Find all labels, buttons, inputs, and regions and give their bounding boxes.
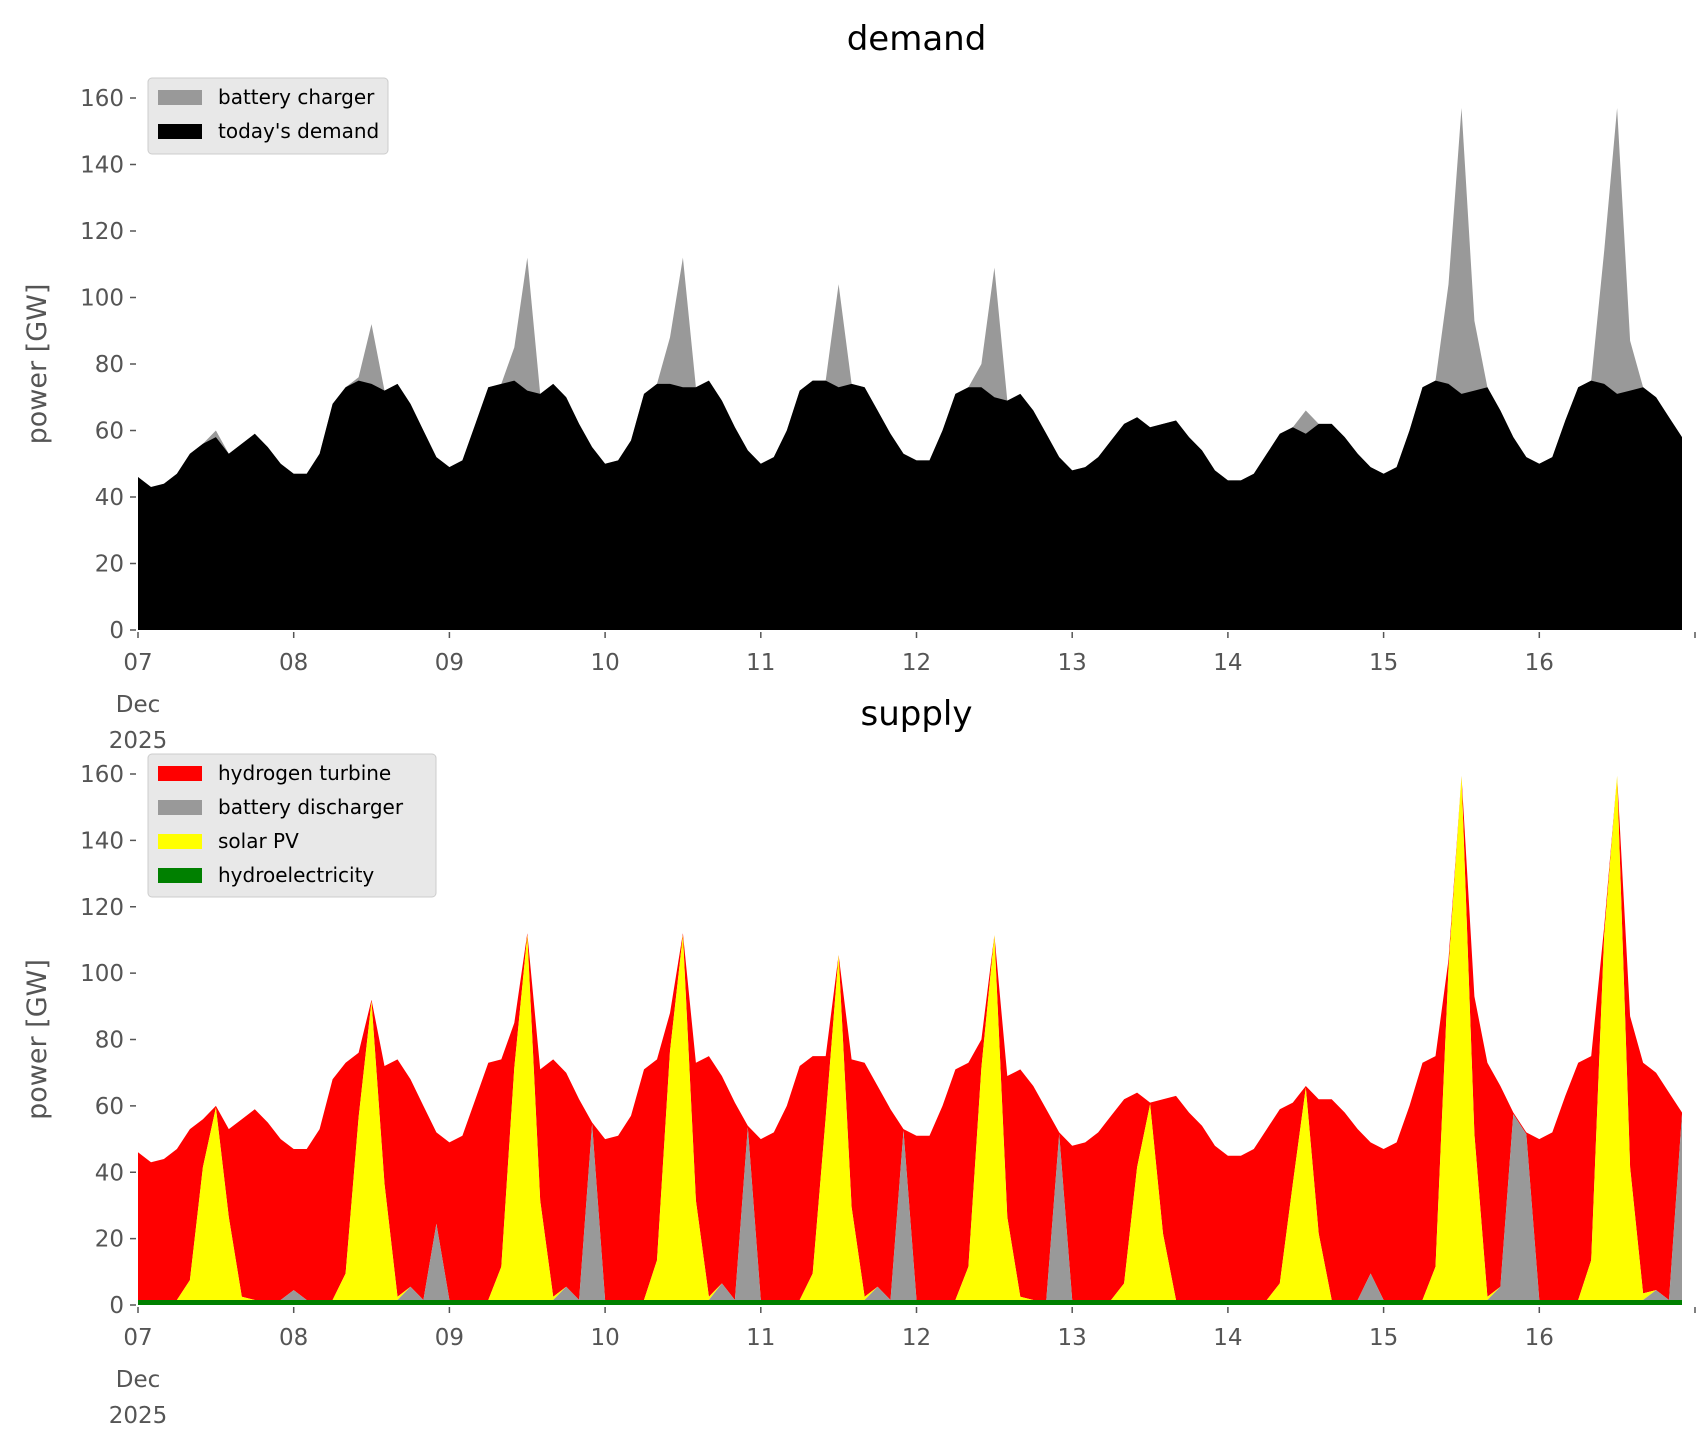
- demand-chart: 0 20 40 60 80 100 120 140 160 07 08 09 10 11 12 13 14 15 1…: [22, 19, 1696, 754]
- x-tick-label: 09: [435, 1325, 464, 1351]
- y-tick-label: 0: [109, 618, 124, 644]
- legend-swatch: [158, 834, 202, 849]
- chart-title: demand: [847, 19, 987, 59]
- x-tick-label: 11: [746, 650, 775, 676]
- y-tick-label: 40: [95, 485, 124, 511]
- x-tick-label: 14: [1213, 650, 1242, 676]
- legend-label: today's demand: [218, 119, 379, 143]
- x-tick-sublabel: Dec: [116, 692, 161, 718]
- x-tick-label: 11: [746, 1325, 775, 1351]
- x-tick-label: 12: [902, 1325, 931, 1351]
- chart-title: supply: [861, 694, 973, 734]
- legend-label: battery discharger: [218, 795, 404, 819]
- y-tick-label: 120: [80, 895, 124, 921]
- y-axis-label: power [GW]: [22, 284, 53, 445]
- legend-swatch: [158, 766, 202, 781]
- y-tick-label: 80: [95, 352, 124, 378]
- legend-box: [147, 753, 437, 898]
- hydroelectricity-area: [138, 1300, 1682, 1305]
- y-tick-label: 160: [80, 86, 124, 112]
- x-tick-label: 16: [1525, 650, 1554, 676]
- y-axis-label: power [GW]: [22, 959, 53, 1120]
- x-tick-label: 08: [279, 650, 308, 676]
- x-tick-label: 13: [1058, 650, 1087, 676]
- supply-chart: 0 20 40 60 80 100 120 140 160 07 08 09 10 11 12 13 14 15 1…: [22, 694, 1696, 1429]
- legend-label: solar PV: [218, 829, 299, 853]
- hydrogen-turbine-area: [138, 775, 1682, 1300]
- y-tick-label: 20: [95, 1227, 124, 1253]
- x-tick-label: 10: [590, 1325, 619, 1351]
- x-tick-label: 16: [1525, 1325, 1554, 1351]
- y-tick-label: 60: [95, 419, 124, 445]
- y-tick-label: 60: [95, 1094, 124, 1120]
- x-tick-label: 09: [435, 650, 464, 676]
- x-tick-label: 13: [1058, 1325, 1087, 1351]
- y-tick-label: 0: [109, 1293, 124, 1319]
- legend: hydrogen turbine battery discharger solar …: [147, 753, 437, 898]
- y-tick-label: 160: [80, 762, 124, 788]
- y-tick-label: 140: [80, 828, 124, 854]
- y-tick-label: 40: [95, 1160, 124, 1186]
- y-tick-label: 80: [95, 1028, 124, 1054]
- x-tick-label: 15: [1369, 650, 1398, 676]
- x-tick-label: 15: [1369, 1325, 1398, 1351]
- x-tick-label: 07: [123, 650, 152, 676]
- y-tick-label: 100: [80, 961, 124, 987]
- y-tick-label: 100: [80, 286, 124, 312]
- battery-discharger-area: [138, 1114, 1682, 1300]
- x-tick-label: 10: [590, 650, 619, 676]
- legend-swatch: [158, 868, 202, 883]
- x-tick-sublabel: 2025: [109, 1403, 168, 1429]
- legend-label: battery charger: [218, 85, 375, 109]
- legend-label: hydroelectricity: [218, 863, 374, 887]
- legend-box: [147, 77, 389, 155]
- legend-label: hydrogen turbine: [218, 761, 391, 785]
- solar-pv-area: [138, 775, 1682, 1300]
- todays-demand-area: [138, 380, 1682, 630]
- legend-swatch: [158, 124, 202, 139]
- x-tick-label: 12: [902, 650, 931, 676]
- legend: battery charger today's demand: [147, 77, 389, 155]
- legend-swatch: [158, 800, 202, 815]
- x-tick-label: 14: [1213, 1325, 1242, 1351]
- y-tick-label: 120: [80, 219, 124, 245]
- y-tick-label: 20: [95, 552, 124, 578]
- legend-swatch: [158, 90, 202, 105]
- x-tick-label: 08: [279, 1325, 308, 1351]
- x-tick-sublabel: Dec: [116, 1367, 161, 1393]
- y-tick-label: 140: [80, 153, 124, 179]
- x-tick-sublabel: 2025: [109, 728, 168, 754]
- x-tick-label: 07: [123, 1325, 152, 1351]
